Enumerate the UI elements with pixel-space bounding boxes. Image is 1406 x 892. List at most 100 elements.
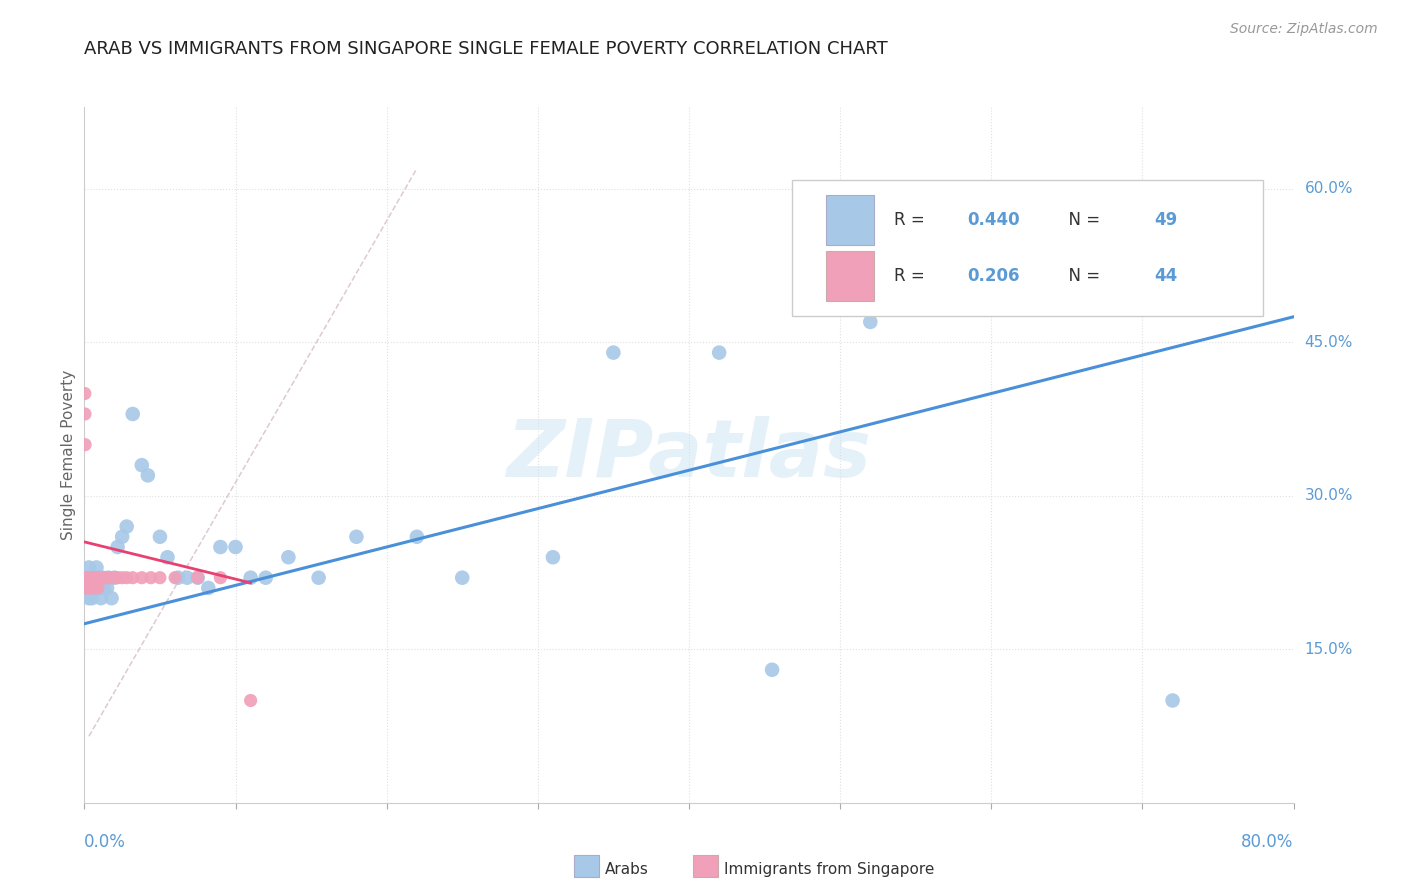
Point [107,540,129,554]
Point [131,571,153,585]
Point [86,560,108,574]
Point [91,571,114,585]
Point [91,571,114,585]
Point [75,581,97,595]
Text: R =: R = [894,211,931,229]
Point [761,663,783,677]
Point [84,581,107,595]
Point [76,571,98,585]
Point [541,550,564,565]
Text: 80.0%: 80.0% [1241,833,1294,851]
Point [100,571,122,585]
Point [77,571,100,585]
Point [149,530,172,544]
Point [84,571,107,585]
Point [346,530,368,544]
Point [80,571,103,585]
Text: 60.0%: 60.0% [1305,181,1353,196]
Point [80,571,103,585]
Point [187,571,209,585]
Point [1161,693,1184,707]
Point [80,581,103,595]
Text: 0.0%: 0.0% [84,833,127,851]
Point [115,571,138,585]
Point [87,571,110,585]
Point [136,468,159,483]
Point [94,571,117,585]
Text: Arabs: Arabs [605,863,648,877]
Point [111,530,134,544]
Point [82,571,104,585]
Text: Immigrants from Singapore: Immigrants from Singapore [724,863,935,877]
Point [111,571,134,585]
Point [97,571,120,585]
Point [75,438,97,452]
Point [79,571,101,585]
Point [73,386,96,401]
Point [176,571,198,585]
Point [451,571,474,585]
Point [82,571,104,585]
Point [75,571,97,585]
Point [93,571,115,585]
Point [77,581,100,595]
Y-axis label: Single Female Poverty: Single Female Poverty [60,370,76,540]
Bar [825,251,875,301]
Bar [825,195,875,245]
Point [86,571,108,585]
Point [209,540,232,554]
Point [277,550,299,565]
Point [79,571,101,585]
Point [76,581,98,595]
Point [104,571,127,585]
Text: R =: R = [894,267,931,285]
Point [76,571,98,585]
Point [79,571,101,585]
Point [254,571,277,585]
Point [86,571,108,585]
Point [156,550,179,565]
Point [225,540,247,554]
Point [89,581,111,595]
Point [139,571,162,585]
Point [77,560,100,574]
Text: N =: N = [1057,267,1105,285]
Point [75,571,97,585]
Text: 0.440: 0.440 [967,211,1019,229]
Point [187,571,209,585]
Point [859,315,882,329]
Point [104,571,127,585]
Point [239,571,262,585]
Text: Source: ZipAtlas.com: Source: ZipAtlas.com [1230,22,1378,37]
Point [76,571,98,585]
Point [79,581,101,595]
Point [115,519,138,533]
Point [121,407,143,421]
Point [77,571,100,585]
Point [209,571,232,585]
Point [131,458,153,472]
Point [197,581,219,595]
Point [107,571,129,585]
Point [308,571,330,585]
Text: N =: N = [1057,211,1105,229]
Point [709,345,731,359]
Point [100,591,122,606]
Point [77,591,100,606]
Point [93,581,115,595]
Text: 45.0%: 45.0% [1305,334,1353,350]
Point [96,571,118,585]
Point [602,345,624,359]
Point [82,581,104,595]
Point [80,591,103,606]
Point [239,693,262,707]
FancyBboxPatch shape [792,180,1263,316]
Point [87,581,110,595]
Text: 0.206: 0.206 [967,267,1019,285]
Text: 44: 44 [1154,267,1178,285]
Point [76,581,98,595]
Point [90,591,112,606]
Point [90,571,112,585]
Point [75,571,97,585]
Point [97,571,120,585]
